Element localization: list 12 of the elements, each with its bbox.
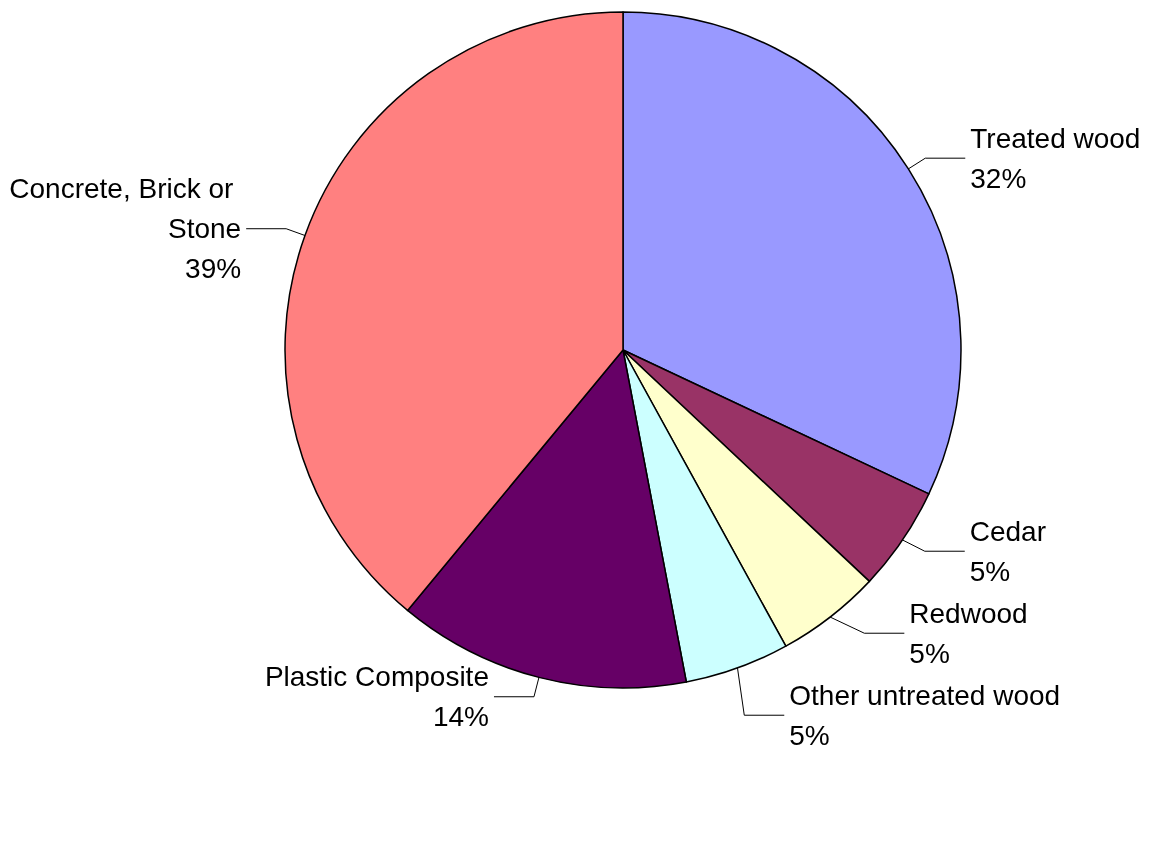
slice-label: Other untreated wood (789, 679, 1061, 711)
slice-label: Concrete, Brick or Stone (9, 173, 242, 245)
data-label: 5% (969, 555, 1011, 587)
slice-label: Treated wood (970, 122, 1141, 154)
slice-label: Plastic Composite (264, 661, 489, 693)
data-label: 39% (185, 253, 242, 285)
data-label: 5% (789, 719, 830, 751)
data-label: 5% (909, 637, 950, 669)
slice-label: Redwood (909, 597, 1028, 629)
data-label: 14% (432, 701, 489, 733)
slice-label: Cedar (969, 515, 1047, 547)
data-label: 32% (970, 162, 1027, 194)
